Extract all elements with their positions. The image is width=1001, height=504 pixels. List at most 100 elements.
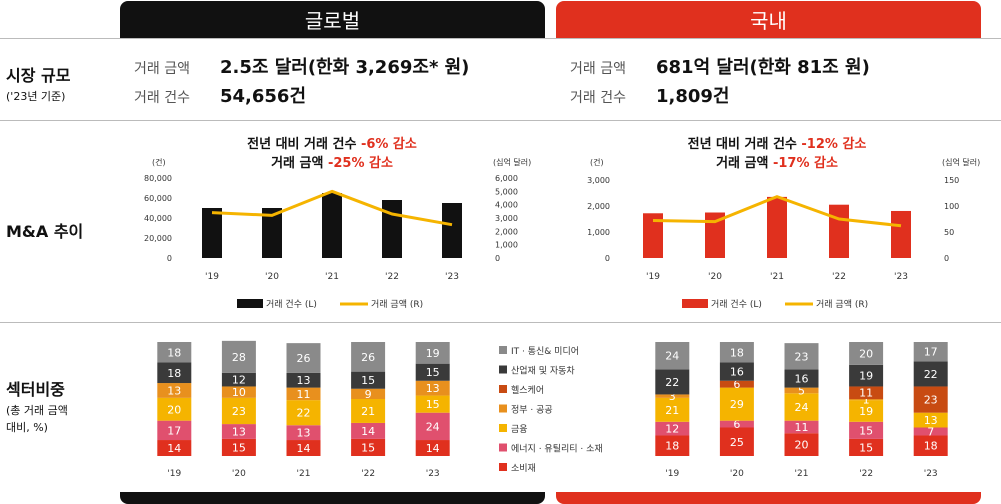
global-sector-segment-label: 26 [361, 351, 375, 364]
global-sector-segment-label: 14 [297, 442, 311, 455]
sector-legend-label: 에너지 · 유틸리티 · 소재 [511, 444, 603, 455]
domestic-sector-segment [849, 421, 884, 439]
domestic-trend-left-tick: 1,000 [587, 228, 610, 237]
domestic-trend-left-tick: 2,000 [587, 202, 610, 211]
sector-legend-swatch [499, 463, 507, 471]
global-footer [120, 492, 545, 504]
global-sector-segment-label: 20 [167, 403, 181, 416]
domestic-sector-x-tick: '22 [859, 469, 873, 479]
global-sector-segment [351, 438, 386, 456]
domestic-sector-segment [849, 386, 884, 399]
global-trend-x-tick: '21 [325, 272, 339, 282]
domestic-sector-segment-label: 19 [859, 370, 873, 383]
domestic-sector-x-tick: '19 [665, 469, 679, 479]
global-sector-segment-label: 14 [426, 442, 440, 455]
global-sector-segment [415, 363, 450, 381]
global-trend-x-tick: '22 [385, 272, 399, 282]
global-trend-right-tick: 5,000 [495, 187, 518, 196]
domestic-sector-segment [784, 387, 819, 394]
global-header: 글로벌 [120, 1, 545, 38]
domestic-sector-segment-label: 22 [924, 368, 938, 381]
global-trend-left-unit: (건) [152, 157, 166, 167]
domestic-sector-segment [913, 386, 948, 413]
domestic-count-value: 1,809건 [656, 86, 730, 107]
sector-legend-swatch [499, 424, 507, 432]
sector-legend-swatch [499, 346, 507, 354]
domestic-sector-segment [849, 438, 884, 456]
domestic-sector-x-tick: '23 [924, 469, 938, 479]
sector-legend-swatch [499, 404, 507, 413]
global-sector-segment-label: 15 [426, 366, 440, 379]
global-sector-segment [415, 342, 450, 364]
domestic-trend-x-tick: '20 [708, 272, 722, 282]
global-sector-segment [157, 420, 192, 441]
domestic-trend-right-unit: (십억 달러) [942, 157, 980, 167]
global-trend-legend-bar-label: 거래 건수 (L) [266, 299, 317, 310]
global-sector-segment-label: 12 [232, 374, 246, 387]
sector-legend-label: 금융 [511, 424, 528, 435]
global-sector-segment [221, 372, 256, 387]
global-sector-segment-label: 18 [167, 346, 181, 359]
domestic-trend-x-tick: '21 [770, 272, 784, 282]
global-sector-segment-label: 9 [365, 388, 372, 401]
global-sector-segment-label: 11 [297, 388, 311, 401]
domestic-sector-x-tick: '20 [730, 469, 744, 479]
global-trend-right-tick: 4,000 [495, 201, 518, 210]
row-sub-market: ('23년 기준) [6, 90, 66, 103]
global-sector-segment-label: 15 [232, 441, 246, 454]
global-sector-x-tick: '20 [232, 469, 246, 479]
sector-legend-label: 헬스케어 [511, 385, 544, 396]
global-sector-segment [286, 400, 321, 426]
domestic-sector-segment [719, 387, 754, 421]
title-text: 거래 금액 [716, 156, 773, 171]
domestic-sector-segment [849, 364, 884, 387]
domestic-sector-segment [849, 400, 884, 422]
domestic-sector-x-tick: '21 [795, 469, 809, 479]
sector-legend-swatch [499, 365, 507, 374]
global-sector-x-tick: '22 [361, 469, 375, 479]
domestic-footer [556, 492, 981, 504]
global-sector-segment [221, 397, 256, 425]
global-trend-legend-bar-swatch [237, 299, 263, 308]
domestic-sector-segment [913, 361, 948, 387]
domestic-trend-amount-line [652, 195, 902, 228]
domestic-trend-right-tick: 150 [944, 176, 959, 185]
global-sector-segment-label: 22 [297, 407, 311, 420]
global-sector-segment [351, 371, 386, 389]
global-sector-x-tick: '21 [297, 469, 311, 479]
domestic-sector-segment [784, 393, 819, 421]
domestic-trend-x-tick: '19 [646, 272, 660, 282]
global-sector-segment-label: 15 [361, 441, 375, 454]
domestic-sector-segment [719, 362, 754, 381]
global-sector-segment [157, 397, 192, 421]
global-trend-bar [322, 193, 342, 258]
global-sector-segment-label: 13 [297, 374, 311, 387]
global-trend-right-tick: 1,000 [495, 241, 518, 250]
global-sector-segment [221, 424, 256, 439]
global-trend-title-line1: 전년 대비 거래 건수 -6% 감소 [247, 136, 417, 152]
global-trend-x-tick: '19 [205, 272, 219, 282]
row-sub-sector-1: (총 거래 금액 [6, 404, 68, 417]
domestic-sector-segment-label: 24 [665, 350, 679, 363]
title-highlight: -25% 감소 [328, 156, 393, 171]
global-sector-segment [351, 399, 386, 423]
global-sector-segment [415, 412, 450, 441]
domestic-sector-segment-label: 20 [795, 439, 809, 452]
divider [0, 38, 1001, 39]
global-sector-segment-label: 23 [232, 405, 246, 418]
domestic-sector-segment [655, 342, 690, 370]
title-text: 전년 대비 거래 건수 [688, 136, 802, 152]
domestic-trend-bar [891, 210, 911, 258]
domestic-sector-segment-label: 19 [859, 405, 873, 418]
domestic-sector-segment-label: 17 [924, 346, 938, 359]
domestic-sector-segment [719, 427, 754, 456]
global-amount-value: 2.5조 달러(한화 3,269조* 원) [220, 57, 470, 78]
domestic-trend-right-tick: 0 [944, 254, 949, 263]
domestic-trend-legend-bar-label: 거래 건수 (L) [711, 299, 762, 310]
sector-legend-swatch [499, 443, 507, 452]
domestic-sector-segment-label: 16 [795, 372, 809, 385]
global-sector-segment-label: 13 [297, 427, 311, 440]
domestic-trend-bar [705, 212, 725, 258]
global-sector-segment [221, 438, 256, 456]
